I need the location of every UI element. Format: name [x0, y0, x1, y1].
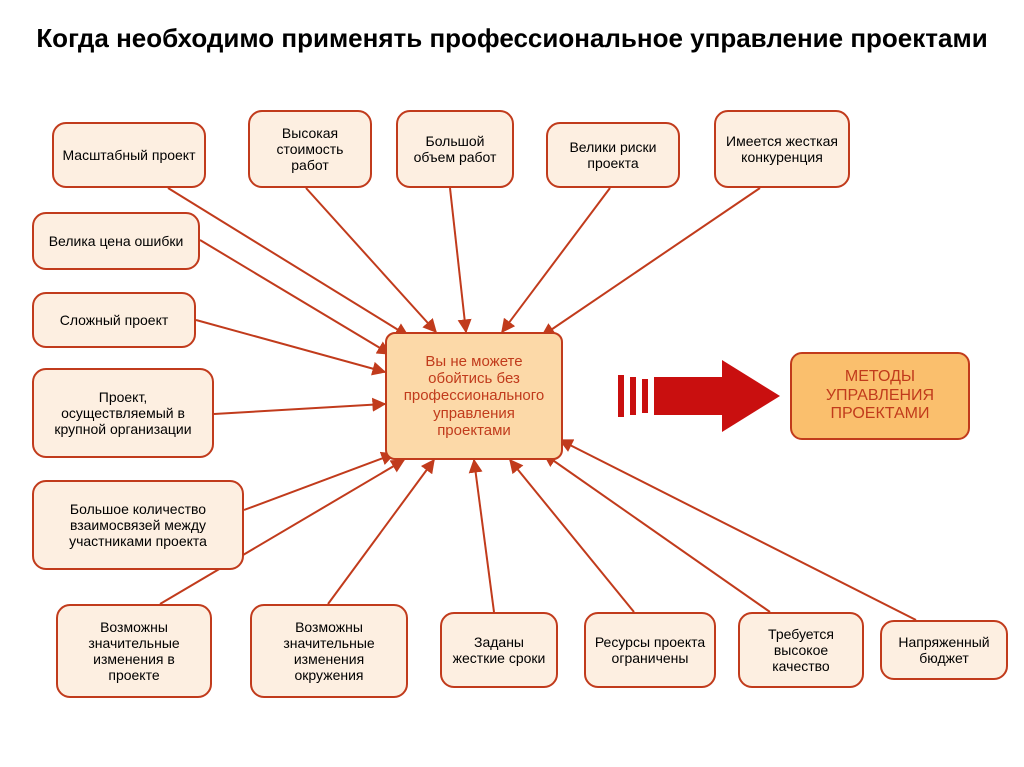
factor-box-b8: Проект, осуществляемый в крупной организ… — [32, 368, 214, 458]
factor-box-b5: Имеется жесткая конкуренция — [714, 110, 850, 188]
factor-box-b3: Большой объем работ — [396, 110, 514, 188]
arrow-5 — [200, 240, 390, 354]
big-arrow-head — [722, 360, 780, 432]
factor-box-b14: Требуется высокое качество — [738, 612, 864, 688]
factor-box-b2: Высокая стоимость работ — [248, 110, 372, 188]
factor-box-b12: Заданы жесткие сроки — [440, 612, 558, 688]
factor-box-b1: Масштабный проект — [52, 122, 206, 188]
arrow-10 — [328, 460, 434, 604]
arrow-0 — [168, 188, 408, 336]
arrow-7 — [214, 404, 385, 414]
arrow-3 — [502, 188, 610, 332]
factor-box-b15: Напряженный бюджет — [880, 620, 1008, 680]
arrow-14 — [560, 440, 916, 620]
factor-box-b10: Возможны значительные изменения в проект… — [56, 604, 212, 698]
arrow-12 — [510, 460, 634, 612]
big-arrow-tailbar-1 — [630, 377, 636, 415]
big-arrow-tailbar-0 — [618, 375, 624, 417]
big-arrow-body — [654, 377, 722, 415]
result-box: МЕТОДЫ УПРАВЛЕНИЯ ПРОЕКТАМИ — [790, 352, 970, 440]
factor-box-b9: Большое количество взаимосвязей между уч… — [32, 480, 244, 570]
arrow-13 — [544, 454, 770, 612]
arrow-2 — [450, 188, 466, 332]
arrow-6 — [196, 320, 385, 372]
page-title: Когда необходимо применять профессиональ… — [0, 22, 1024, 55]
arrow-4 — [542, 188, 760, 336]
factor-box-b11: Возможны значительные изменения окружени… — [250, 604, 408, 698]
factor-box-b6: Велика цена ошибки — [32, 212, 200, 270]
factor-box-b13: Ресурсы проекта ограничены — [584, 612, 716, 688]
big-arrow-tailbar-2 — [642, 379, 648, 413]
center-box: Вы не можете обойтись без профессиональн… — [385, 332, 563, 460]
factor-box-b4: Велики риски проекта — [546, 122, 680, 188]
arrow-1 — [306, 188, 436, 332]
arrow-8 — [244, 454, 394, 510]
arrow-11 — [474, 460, 494, 612]
factor-box-b7: Сложный проект — [32, 292, 196, 348]
